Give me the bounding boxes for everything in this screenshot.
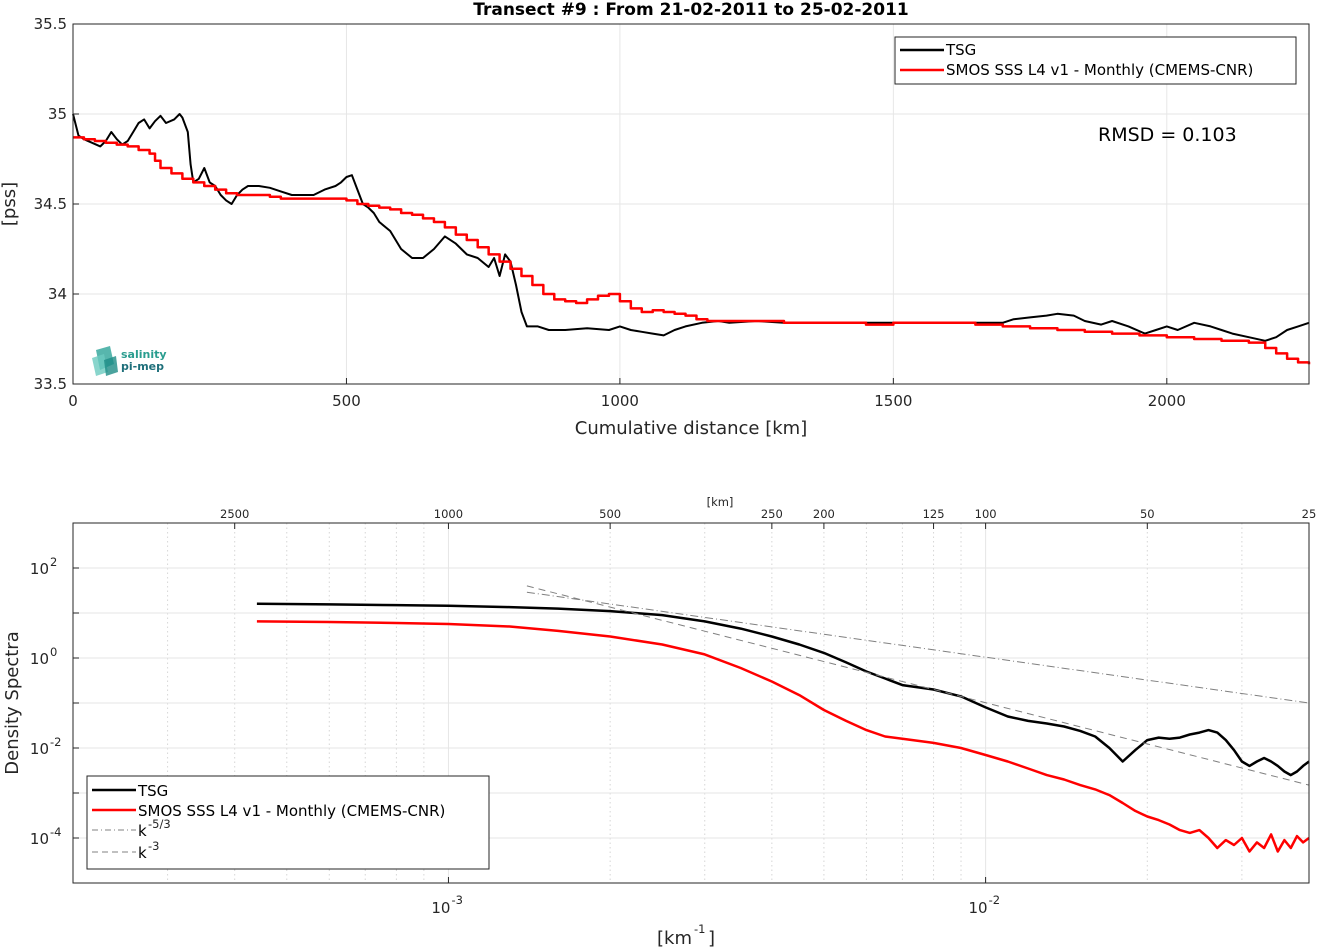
top-x-tick-label: 2000 bbox=[1148, 392, 1186, 410]
bottom-top-tick-label: 250 bbox=[761, 507, 783, 521]
bottom-top-tick-label: 25 bbox=[1302, 507, 1317, 521]
bottom-legend-label-tsg: TSG bbox=[137, 782, 168, 800]
top-x-tick-label: 500 bbox=[332, 392, 361, 410]
bottom-y-tick-label: 10 2 bbox=[30, 555, 57, 578]
top-chart-title: Transect #9 : From 21-02-2011 to 25-02-2… bbox=[473, 0, 909, 20]
bottom-series bbox=[256, 585, 1310, 853]
logo-cube-icon-2 bbox=[92, 354, 108, 376]
top-x-axis-label: Cumulative distance [km] bbox=[575, 418, 807, 439]
top-chart: 0 500 1000 1500 2000 33.5 34 34.5 35 35.5 Transec… bbox=[0, 0, 1311, 439]
bottom-x-axis-label: [km -1 ] bbox=[657, 922, 715, 948]
top-y-tick-label: 34 bbox=[48, 285, 67, 303]
bottom-series-tsg-line bbox=[256, 602, 1310, 777]
bottom-y-tick-label: 10 -4 bbox=[30, 825, 62, 848]
top-x-tick-label: 1000 bbox=[601, 392, 639, 410]
bottom-y-axis-label: Density Spectra bbox=[2, 631, 23, 774]
bottom-x-axis-label-text: [km bbox=[657, 928, 692, 948]
bottom-x-axis-label-close: ] bbox=[708, 928, 715, 948]
bottom-top-tick-label: 1000 bbox=[434, 507, 463, 521]
top-y-tick-label: 35 bbox=[48, 105, 67, 123]
bottom-legend-label-k3-sup: -3 bbox=[148, 839, 159, 853]
top-series-tsg-line bbox=[72, 113, 1310, 342]
rmsd-annotation: RMSD = 0.103 bbox=[1098, 124, 1237, 146]
bottom-y-tick-label-base: 10 bbox=[30, 830, 49, 848]
top-legend: TSG SMOS SSS L4 v1 - Monthly (CMEMS-CNR) bbox=[894, 36, 1297, 85]
bottom-x-tick-label: 10 -3 bbox=[431, 893, 463, 917]
bottom-x-axis-label-exp: -1 bbox=[694, 922, 705, 936]
bottom-y-tick-label-base: 10 bbox=[30, 650, 49, 668]
bottom-legend-box bbox=[86, 775, 490, 870]
bottom-x-tick-label: 10 -2 bbox=[969, 893, 1001, 917]
top-legend-box bbox=[894, 36, 1297, 85]
bottom-top-tick-label: 200 bbox=[813, 507, 835, 521]
bottom-top-tick-label: 100 bbox=[975, 507, 997, 521]
bottom-y-tick-label-base: 10 bbox=[30, 740, 49, 758]
top-x-tick-label: 1500 bbox=[874, 392, 912, 410]
salinity-pi-mep-logo: salinity pi-mep bbox=[92, 346, 167, 376]
bottom-series-k53-line bbox=[526, 591, 1310, 704]
bottom-legend-label-k3: k bbox=[138, 844, 147, 862]
bottom-y-tick-label-exp: 0 bbox=[50, 645, 57, 659]
top-legend-label-tsg: TSG bbox=[945, 41, 976, 59]
logo-text-pi-mep: pi-mep bbox=[121, 360, 164, 373]
top-x-tick-label: 0 bbox=[68, 392, 78, 410]
bottom-x-tick-label-exp: -2 bbox=[989, 893, 1000, 907]
top-ticks: 0 500 1000 1500 2000 33.5 34 34.5 35 35.5 bbox=[34, 15, 1186, 410]
bottom-series-k3-line bbox=[526, 585, 1310, 786]
bottom-y-tick-label: 10 0 bbox=[30, 645, 57, 668]
top-y-axis-label: [pss] bbox=[0, 182, 20, 226]
bottom-x-tick-label-exp: -3 bbox=[451, 893, 462, 907]
bottom-y-tick-label-exp: -4 bbox=[50, 825, 61, 839]
top-series-smos-line bbox=[73, 136, 1311, 365]
top-series bbox=[72, 113, 1311, 365]
bottom-y-tick-label-exp: 2 bbox=[50, 555, 57, 569]
bottom-x-tick-label-base: 10 bbox=[431, 899, 450, 917]
top-y-tick-label: 34.5 bbox=[34, 195, 67, 213]
bottom-y-tick-label-base: 10 bbox=[30, 560, 49, 578]
top-y-tick-label: 35.5 bbox=[34, 15, 67, 33]
bottom-legend-label-smos: SMOS SSS L4 v1 - Monthly (CMEMS-CNR) bbox=[138, 802, 445, 820]
bottom-y-tick-label: 10 -2 bbox=[30, 735, 62, 758]
bottom-legend-label-k53-sup: -5/3 bbox=[148, 817, 171, 831]
bottom-top-tick-label: 500 bbox=[599, 507, 621, 521]
bottom-legend: TSG SMOS SSS L4 v1 - Monthly (CMEMS-CNR)… bbox=[86, 775, 490, 870]
bottom-legend-label-k53: k bbox=[138, 822, 147, 840]
bottom-top-tick-label: 50 bbox=[1140, 507, 1155, 521]
top-legend-label-smos: SMOS SSS L4 v1 - Monthly (CMEMS-CNR) bbox=[946, 61, 1253, 79]
bottom-top-axis-label: [km] bbox=[707, 495, 734, 509]
bottom-top-tick-label: 125 bbox=[923, 507, 945, 521]
top-y-tick-label: 33.5 bbox=[34, 375, 67, 393]
bottom-y-tick-label-exp: -2 bbox=[50, 735, 61, 749]
logo-text-salinity: salinity bbox=[121, 348, 167, 361]
bottom-top-tick-label: 2500 bbox=[220, 507, 249, 521]
bottom-x-tick-label-base: 10 bbox=[969, 899, 988, 917]
logo-cube-icon-3 bbox=[104, 356, 118, 376]
bottom-series-smos-line bbox=[256, 620, 1310, 853]
